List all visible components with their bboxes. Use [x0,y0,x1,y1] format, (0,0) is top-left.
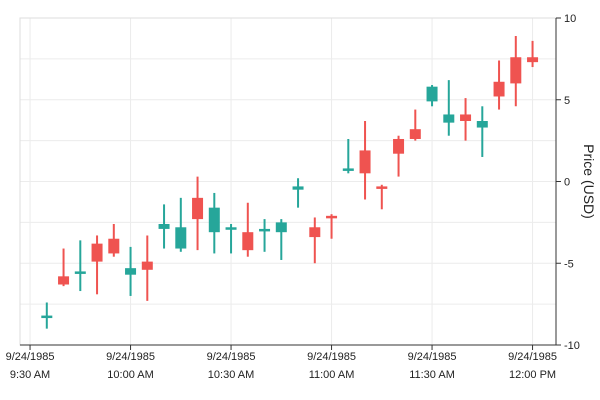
candle-body [275,222,287,233]
y-tick-label: -5 [564,258,574,270]
candle-up [342,138,354,174]
candle-body [225,227,237,230]
candle-down [108,224,120,257]
candle-up [175,197,187,252]
candle-down [510,35,522,107]
candle-body [376,186,388,189]
grid-layer [20,17,556,346]
candle-body [510,57,522,84]
candle-down [192,176,204,251]
candle-body [259,228,271,232]
candle-body [208,207,220,233]
x-tick-time-label: 10:00 AM [107,369,153,381]
candle-body [443,114,455,123]
candle-body [493,81,505,97]
candle-down [376,184,388,210]
candle-body [326,215,338,219]
candle-body [426,86,438,102]
y-tick-label: -10 [564,340,580,352]
x-tick-date-label: 9/24/1985 [207,351,256,363]
x-tick-time-label: 11:00 AM [309,369,355,381]
candle-body [58,276,70,285]
y-tick-label: 0 [564,177,570,189]
candle-body [175,227,187,249]
x-axis: 9/24/1985 9:30 AM 9/24/1985 10:00 AM 9/24/19… [6,344,557,381]
candle-body [74,271,86,274]
candle-down [460,98,472,141]
candle-body [393,138,405,154]
candle-up [208,192,220,254]
candle-body [409,129,421,139]
candles-layer [41,35,539,329]
candle-up [259,219,271,252]
candle-up [41,302,53,329]
candle-down [242,202,254,257]
candle-body [125,268,137,275]
y-tick-label: 5 [564,95,570,107]
candle-body [41,315,53,319]
candle-body [108,238,120,254]
candle-down [141,235,153,301]
candle-up [158,204,170,249]
candle-body [359,150,371,174]
candle-body [292,186,304,190]
candle-body [342,168,354,171]
candle-body [242,232,254,251]
candle-down [409,109,421,141]
candle-down [326,214,338,239]
y-tick-label: 10 [564,13,576,25]
candle-body [141,261,153,270]
candle-body [476,121,488,128]
candle-body [91,243,103,262]
x-tick-time-label: 12:00 PM [509,369,556,381]
candle-body [158,224,170,229]
candle-down [58,248,70,287]
candle-up [443,80,455,136]
y-axis-title: Price (USD) [581,144,597,219]
candle-body [309,227,321,238]
x-tick-date-label: 9/24/1985 [6,351,55,363]
candle-down [309,217,321,264]
candle-up [74,240,86,292]
candle-up [125,246,137,296]
candle-up [292,178,304,208]
candle-body [460,114,472,122]
x-tick-date-label: 9/24/1985 [307,351,356,363]
candle-up [225,224,237,254]
candle-down [493,60,505,110]
x-tick-date-label: 9/24/1985 [408,351,457,363]
x-tick-date-label: 9/24/1985 [106,351,155,363]
candle-down [91,235,103,295]
x-tick-date-label: 9/24/1985 [508,351,557,363]
x-tick-time-label: 9:30 AM [10,369,50,381]
candle-up [476,106,488,157]
candle-down [393,135,405,177]
candle-down [359,121,371,200]
candle-up [426,85,438,107]
candle-body [192,197,204,220]
candle-down [527,40,539,68]
candle-body [527,57,539,63]
x-tick-time-label: 11:30 AM [409,369,455,381]
y-axis: 10 5 0 -5 -10 [555,13,580,352]
x-tick-time-label: 10:30 AM [208,369,254,381]
candle-up [275,219,287,260]
